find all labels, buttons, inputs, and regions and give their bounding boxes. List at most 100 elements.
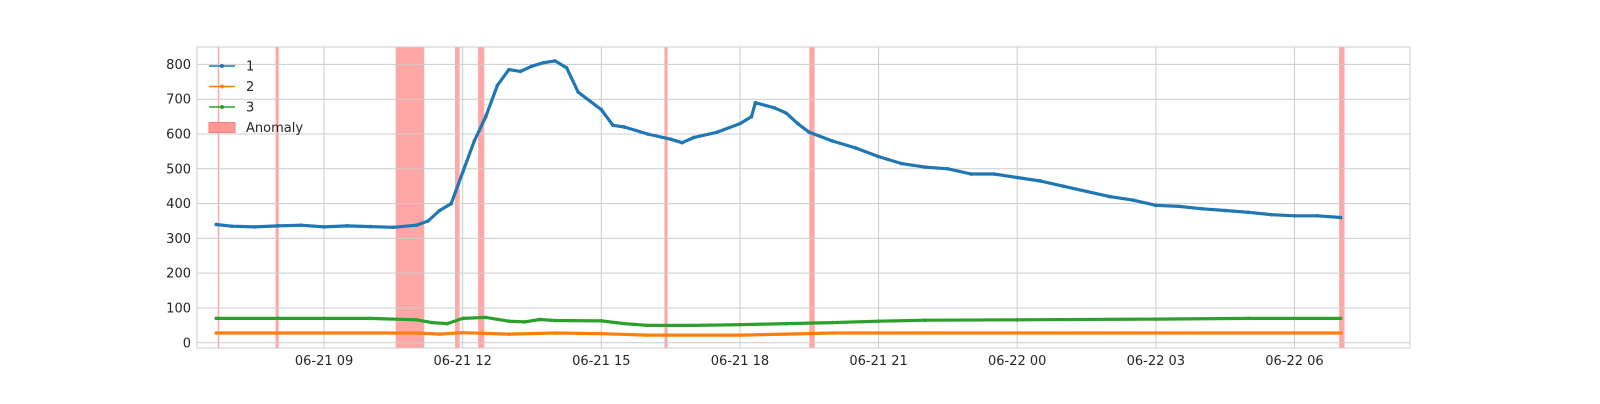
series-1-point — [923, 165, 927, 169]
series-3-point — [876, 319, 881, 324]
series-1-point — [899, 161, 904, 166]
series-3-point — [599, 319, 604, 323]
x-tick-label: 06-22 03 — [1127, 354, 1185, 369]
series-2-point — [437, 332, 442, 336]
series-2-point — [830, 331, 835, 335]
series-1-point — [391, 225, 396, 230]
y-tick-label: 0 — [183, 336, 191, 351]
series-1-point — [345, 224, 349, 228]
series-3-point — [445, 321, 450, 326]
series-1-point — [541, 60, 546, 65]
series-1-point — [611, 123, 615, 128]
series-2-point — [322, 331, 326, 335]
x-tick-label: 06-21 09 — [295, 354, 353, 369]
grid — [197, 47, 1410, 348]
series-2-point — [1154, 331, 1158, 335]
series-1-point — [484, 114, 488, 119]
series-2-point — [599, 331, 604, 336]
series-1-point — [276, 224, 280, 228]
y-tick-label: 500 — [166, 162, 191, 177]
series-1-point — [437, 208, 442, 213]
y-tick-label: 800 — [166, 58, 191, 73]
legend: 1 2 3 Anomaly — [208, 60, 303, 136]
series-2-line — [214, 331, 1343, 337]
series-1-point — [753, 100, 758, 105]
series-3-point — [522, 320, 527, 324]
series-2-point — [1015, 331, 1020, 335]
legend-marker-3 — [220, 105, 224, 109]
series-1-line — [214, 59, 1343, 229]
series-1-point — [322, 225, 326, 229]
series-3-point — [923, 318, 927, 322]
series-3-point — [1154, 317, 1158, 321]
anomaly-band-5 — [478, 47, 485, 348]
series-1-point — [1223, 208, 1227, 213]
series-1-point — [252, 225, 257, 229]
anomaly-band-3 — [395, 47, 425, 348]
series-3-point — [645, 323, 650, 328]
series-1-point — [576, 90, 581, 95]
x-tick-label: 06-21 18 — [711, 354, 769, 369]
series-1-point — [946, 166, 950, 171]
series-3-point — [1246, 316, 1251, 321]
series-3-point — [553, 318, 557, 323]
series-3-point — [414, 318, 419, 322]
series-1-point — [1154, 203, 1158, 208]
series-1-point — [876, 154, 881, 159]
series-1-point — [1015, 175, 1020, 180]
series-3-point — [537, 317, 542, 322]
series-3-point — [430, 320, 434, 325]
legend-label: Anomaly — [246, 121, 303, 136]
series-2-point — [784, 332, 788, 336]
y-tick-label: 300 — [166, 232, 191, 247]
series-1-point — [564, 66, 569, 70]
series-3-point — [1015, 318, 1020, 322]
legend-label: 1 — [246, 60, 254, 75]
series-1-point — [214, 222, 219, 227]
series-1-point — [299, 223, 303, 227]
series-3-point — [460, 316, 465, 321]
series-2-point — [1338, 331, 1343, 335]
series-1-point — [622, 125, 627, 129]
anomaly-band-6 — [664, 47, 668, 348]
series-1-point — [229, 224, 234, 229]
series-1-point — [668, 137, 673, 142]
series-1-point — [1084, 189, 1089, 194]
series-1-point — [1200, 207, 1204, 211]
x-tick-label: 06-22 00 — [988, 354, 1046, 369]
series-1-point — [1269, 212, 1274, 217]
series-3-point — [276, 316, 280, 321]
series-2-point — [553, 331, 557, 335]
series-2-point — [507, 332, 511, 336]
legend-marker-2 — [220, 84, 224, 89]
series-3-point — [691, 323, 696, 328]
series-1-point — [426, 219, 430, 223]
series-3-point — [830, 320, 835, 325]
series-3-point — [1338, 316, 1343, 321]
series-1-point — [1292, 213, 1297, 218]
series-1-point — [691, 135, 696, 140]
series-2-point — [645, 333, 650, 337]
y-axis-ticks: 0 100 200 300 400 500 600 700 800 — [166, 58, 191, 351]
y-tick-label: 100 — [166, 301, 191, 316]
series-3-line — [214, 315, 1343, 327]
series-1-point — [784, 111, 788, 115]
series-1-point — [1107, 194, 1112, 199]
series-1-point — [518, 69, 523, 74]
series-1-point — [680, 140, 684, 145]
x-tick-label: 06-21 15 — [572, 354, 630, 369]
series-1-point — [1338, 215, 1343, 220]
legend-label: 3 — [246, 101, 254, 116]
series-1-point — [853, 146, 858, 150]
series-1-point — [530, 64, 534, 68]
y-tick-label: 700 — [166, 93, 191, 108]
x-tick-label: 06-21 21 — [849, 354, 907, 369]
plot-frame — [196, 46, 1411, 349]
anomaly-band-4 — [455, 47, 460, 348]
series-1-point — [1038, 179, 1043, 183]
x-tick-label: 06-22 06 — [1265, 354, 1323, 369]
series-3-point — [507, 319, 511, 324]
anomaly-band-7 — [809, 47, 815, 348]
